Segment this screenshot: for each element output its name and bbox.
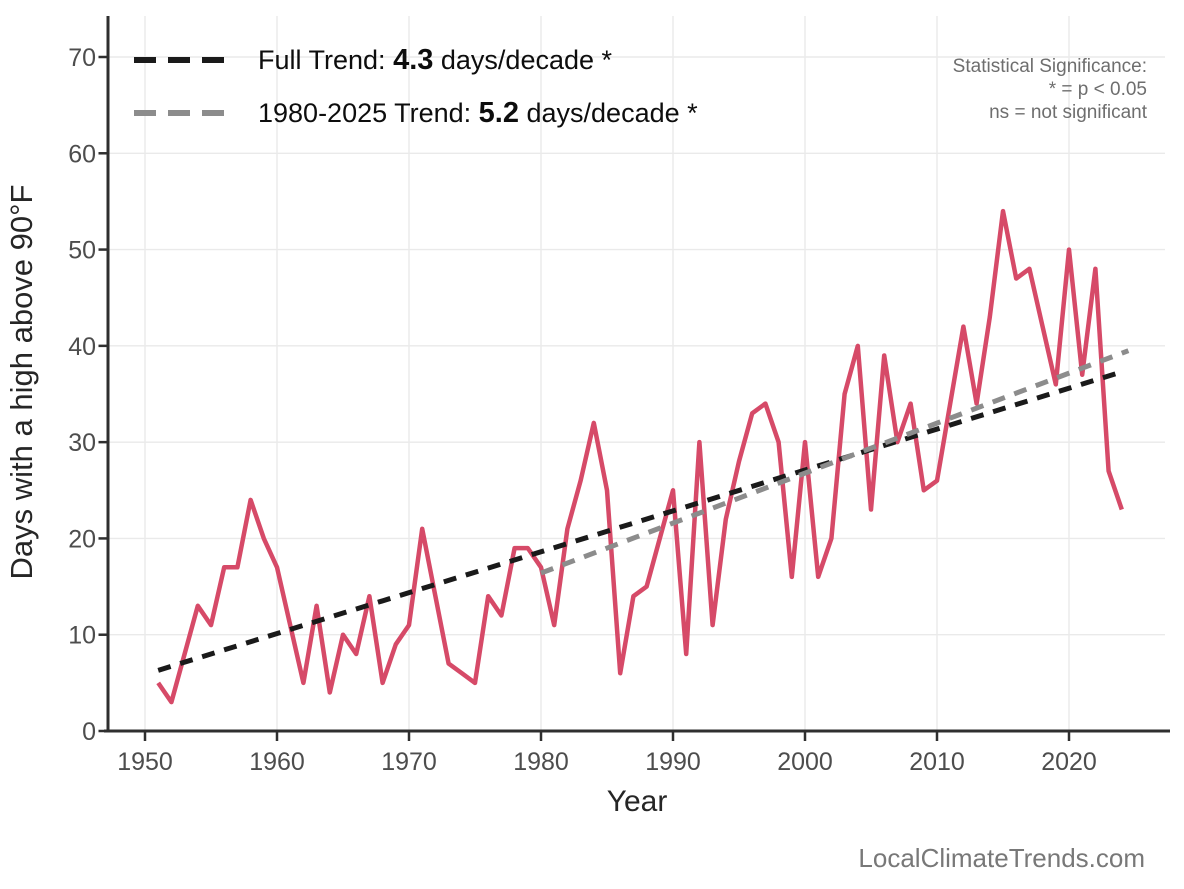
x-tick-label: 1950 bbox=[117, 748, 173, 776]
full-trend-dash-key bbox=[134, 57, 230, 63]
significance-note-line-1: Statistical Significance: bbox=[952, 56, 1147, 77]
significance-note-line-2: * = p < 0.05 bbox=[1048, 79, 1147, 100]
x-tick-label: 1970 bbox=[381, 748, 437, 776]
legend-row-recent-trend: 1980-2025 Trend: 5.2 days/decade * bbox=[132, 93, 698, 133]
full-trend-label: Full Trend: 4.3 days/decade * bbox=[258, 44, 612, 77]
recent-trend-label-suffix: days/decade * bbox=[519, 97, 698, 128]
full-trend-label-prefix: Full Trend: bbox=[258, 44, 394, 75]
y-tick-label: 20 bbox=[68, 525, 96, 553]
watermark: LocalClimateTrends.com bbox=[858, 843, 1145, 873]
full-trend-line bbox=[157, 369, 1123, 673]
y-tick-label: 70 bbox=[68, 44, 96, 72]
recent-trend-label: 1980-2025 Trend: 5.2 days/decade * bbox=[258, 97, 698, 130]
x-tick-label: 2000 bbox=[777, 748, 833, 776]
y-axis-title: Days with a high above 90°F bbox=[4, 185, 39, 580]
x-tick-label: 2020 bbox=[1041, 748, 1097, 776]
x-tick-label: 2010 bbox=[909, 748, 965, 776]
x-tick-label: 1990 bbox=[645, 748, 701, 776]
y-tick-label: 30 bbox=[68, 429, 96, 457]
x-tick-label: 1960 bbox=[249, 748, 305, 776]
y-tick-label: 40 bbox=[68, 333, 96, 361]
full-trend-label-suffix: days/decade * bbox=[433, 44, 613, 75]
significance-note-line-3: ns = not significant bbox=[989, 102, 1147, 123]
legend-row-full-trend: Full Trend: 4.3 days/decade * bbox=[132, 40, 698, 80]
x-axis-title: Year bbox=[607, 785, 668, 818]
y-tick-label: 0 bbox=[82, 718, 96, 746]
recent-trend-label-prefix: 1980-2025 Trend: bbox=[258, 97, 479, 128]
annual-series-line bbox=[156, 208, 1124, 705]
recent-trend-line bbox=[540, 348, 1130, 576]
recent-trend-dash-key bbox=[134, 110, 230, 116]
recent-trend-value: 5.2 bbox=[478, 96, 519, 129]
y-tick-label: 50 bbox=[68, 237, 96, 265]
full-trend-value: 4.3 bbox=[393, 43, 434, 76]
x-tick-label: 1980 bbox=[513, 748, 569, 776]
significance-note: Statistical Significance: * = p < 0.05 n… bbox=[953, 55, 1147, 124]
trend-legend: Full Trend: 4.3 days/decade * 1980-2025 … bbox=[132, 40, 698, 133]
y-tick-label: 60 bbox=[68, 140, 96, 168]
y-tick-label: 10 bbox=[68, 622, 96, 650]
